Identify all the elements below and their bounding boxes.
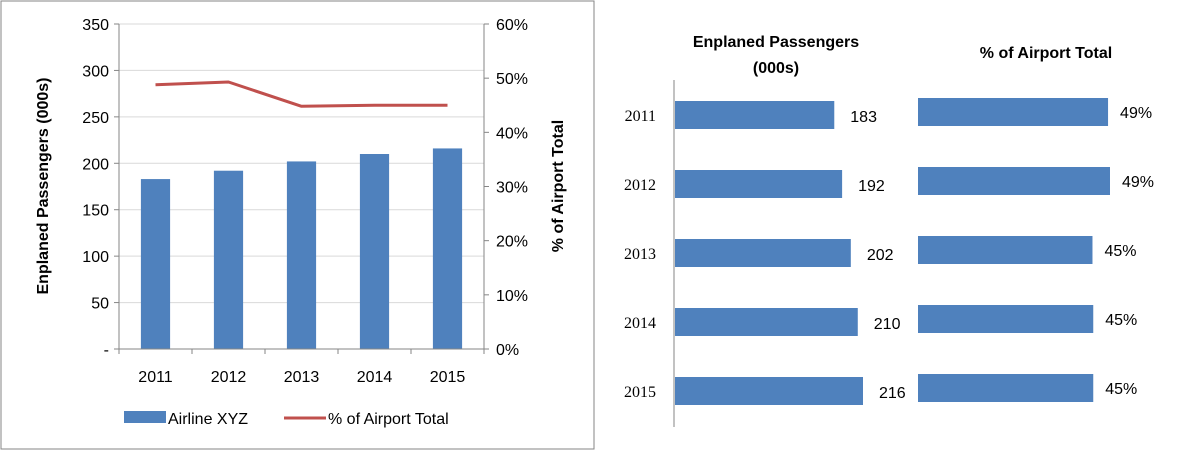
y2-axis-tick-label: 40% xyxy=(496,125,528,142)
passengers-panel-title-line1: Enplaned Passengers xyxy=(693,34,859,51)
share-bar-value: 49% xyxy=(1122,174,1154,191)
x-axis-tick-label: 2014 xyxy=(357,369,393,386)
y2-axis-tick-label: 0% xyxy=(496,342,519,359)
combo-line-series xyxy=(155,80,448,108)
passenger-bar xyxy=(140,179,171,349)
combo-gridlines xyxy=(119,23,484,304)
share-bar-value: 45% xyxy=(1104,243,1136,260)
y2-axis-tick-label: 50% xyxy=(496,71,528,88)
legend-swatch-bar xyxy=(124,411,166,423)
combo-chart: - 50 100 150 200 250 300 350 0% 10% 20% 30% 40% 50% 60… xyxy=(0,0,595,450)
hbar-category-label: 2013 xyxy=(624,246,656,263)
passengers-bar xyxy=(675,308,858,336)
share-bar-value: 45% xyxy=(1105,381,1137,398)
share-bar xyxy=(918,305,1094,333)
passengers-bar-value: 202 xyxy=(867,247,894,264)
share-bars: 49% 49% 45% 45% 45% xyxy=(918,98,1154,402)
legend-label-bar: Airline XYZ xyxy=(168,411,248,428)
passengers-bar xyxy=(675,101,835,129)
y2-axis-tick-label: 60% xyxy=(496,17,528,34)
hbar-category-label: 2015 xyxy=(624,384,656,401)
hbar-category-labels: 2011 2012 2013 2014 2015 xyxy=(624,108,656,401)
y2-axis-tick-label: 10% xyxy=(496,288,528,305)
y-axis-tick-label: - xyxy=(104,342,109,359)
combo-axes: - 50 100 150 200 250 300 350 0% 10% 20% 30% 40% 50% 60… xyxy=(82,17,528,386)
passengers-bar xyxy=(675,239,851,267)
combo-y2-axis-title: % of Airport Total xyxy=(550,120,567,252)
combo-bars xyxy=(140,148,463,349)
y-axis-tick-label: 50 xyxy=(91,296,109,313)
combo-legend: Airline XYZ % of Airport Total xyxy=(124,411,449,428)
share-bar-value: 49% xyxy=(1120,105,1152,122)
passengers-bar-value: 216 xyxy=(879,385,906,402)
passenger-bar xyxy=(432,148,463,349)
y2-axis-tick-label: 20% xyxy=(496,234,528,251)
y-axis-tick-label: 250 xyxy=(82,110,109,127)
y-axis-tick-label: 350 xyxy=(82,17,109,34)
y-axis-tick-label: 300 xyxy=(82,63,109,80)
hbar-category-label: 2011 xyxy=(625,108,656,125)
share-bar-value: 45% xyxy=(1105,312,1137,329)
hbar-category-label: 2014 xyxy=(624,315,656,332)
passengers-bar xyxy=(675,170,843,198)
share-bar xyxy=(918,167,1110,195)
x-axis-tick-label: 2013 xyxy=(284,369,320,386)
y-axis-tick-label: 150 xyxy=(82,203,109,220)
share-panel-title: % of Airport Total xyxy=(980,45,1112,62)
combo-y-axis-title: Enplaned Passengers (000s) xyxy=(35,78,52,295)
passengers-bar-value: 210 xyxy=(874,316,901,333)
share-bar xyxy=(918,374,1094,402)
x-axis-tick-label: 2011 xyxy=(138,369,173,386)
passenger-bar xyxy=(359,154,390,349)
y-axis-tick-label: 200 xyxy=(82,156,109,173)
share-bar xyxy=(918,236,1093,264)
share-line xyxy=(155,80,448,108)
hbar-category-label: 2012 xyxy=(624,177,656,194)
share-bar xyxy=(918,98,1109,126)
x-axis-tick-label: 2012 xyxy=(211,369,247,386)
y-axis-tick-label: 100 xyxy=(82,249,109,266)
legend-label-line: % of Airport Total xyxy=(328,411,449,428)
passengers-bar-value: 192 xyxy=(858,178,885,195)
passenger-bar xyxy=(213,170,244,349)
y2-axis-tick-label: 30% xyxy=(496,180,528,197)
passengers-bar xyxy=(675,377,863,405)
passengers-bar-value: 183 xyxy=(850,109,877,126)
passenger-bar xyxy=(286,161,317,349)
passengers-bars: 183 192 202 210 216 xyxy=(675,101,906,405)
passengers-panel-title-line2: (000s) xyxy=(753,60,799,77)
horizontal-bar-panels: Enplaned Passengers (000s) % of Airport … xyxy=(624,34,1154,427)
x-axis-tick-label: 2015 xyxy=(430,369,466,386)
